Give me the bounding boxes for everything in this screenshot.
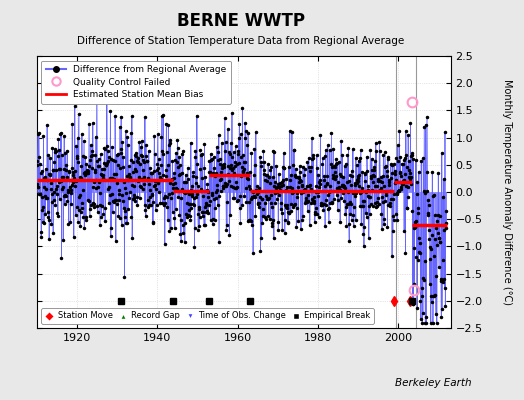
Legend: Station Move, Record Gap, Time of Obs. Change, Empirical Break: Station Move, Record Gap, Time of Obs. C…: [41, 308, 374, 324]
Text: Difference of Station Temperature Data from Regional Average: Difference of Station Temperature Data f…: [78, 36, 405, 46]
Text: Berkeley Earth: Berkeley Earth: [395, 378, 472, 388]
Y-axis label: Monthly Temperature Anomaly Difference (°C): Monthly Temperature Anomaly Difference (…: [502, 79, 512, 305]
Text: BERNE WWTP: BERNE WWTP: [177, 12, 305, 30]
